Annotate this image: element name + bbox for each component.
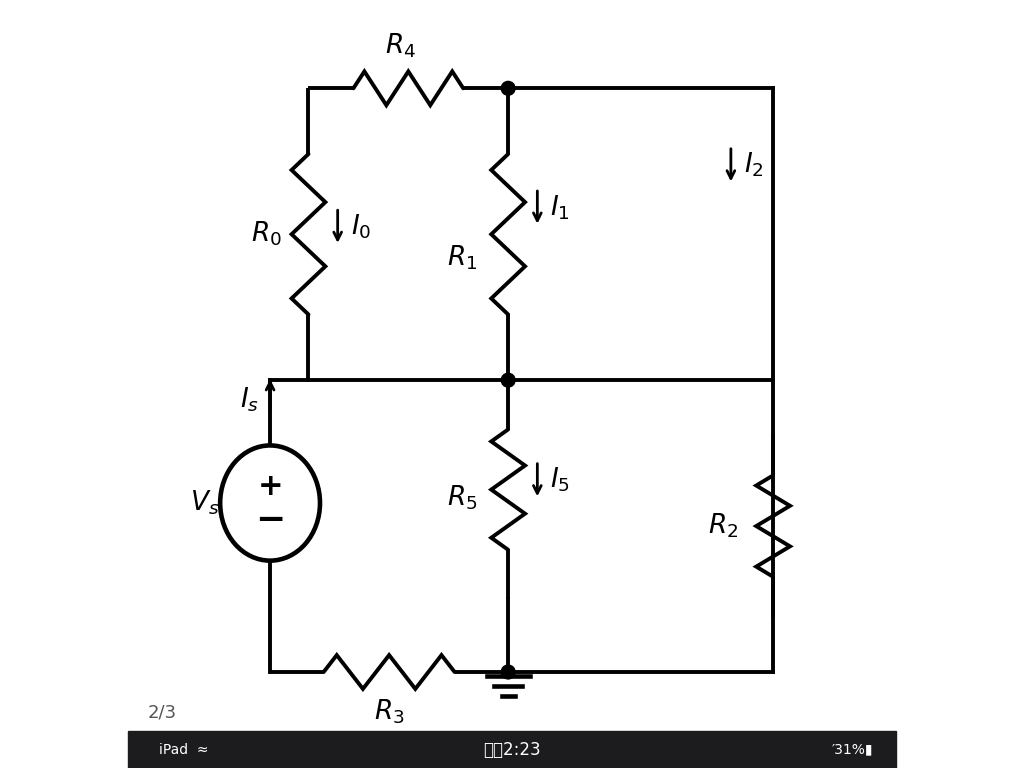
Text: $R_1$: $R_1$ <box>446 243 477 272</box>
Text: $R_0$: $R_0$ <box>251 220 282 249</box>
Text: $R_4$: $R_4$ <box>385 31 416 61</box>
Circle shape <box>502 373 515 387</box>
Text: $I_2$: $I_2$ <box>743 151 764 180</box>
Text: $I_s$: $I_s$ <box>240 385 258 414</box>
Text: $I_0$: $I_0$ <box>350 212 371 241</box>
Text: $V_s$: $V_s$ <box>190 488 219 518</box>
Circle shape <box>502 81 515 95</box>
Text: ′31%▮: ′31%▮ <box>831 743 872 756</box>
Circle shape <box>502 665 515 679</box>
Text: $I_1$: $I_1$ <box>551 193 570 222</box>
Bar <box>128 731 896 768</box>
Text: $R_5$: $R_5$ <box>446 483 477 511</box>
Text: +: + <box>257 472 283 501</box>
Text: 下午2:23: 下午2:23 <box>483 740 541 759</box>
Text: $R_3$: $R_3$ <box>374 697 404 727</box>
Text: $I_5$: $I_5$ <box>551 465 570 495</box>
Text: $R_2$: $R_2$ <box>708 511 738 541</box>
Text: −: − <box>255 503 286 537</box>
Text: iPad  ≈: iPad ≈ <box>159 743 208 756</box>
Text: 2/3: 2/3 <box>147 703 176 722</box>
